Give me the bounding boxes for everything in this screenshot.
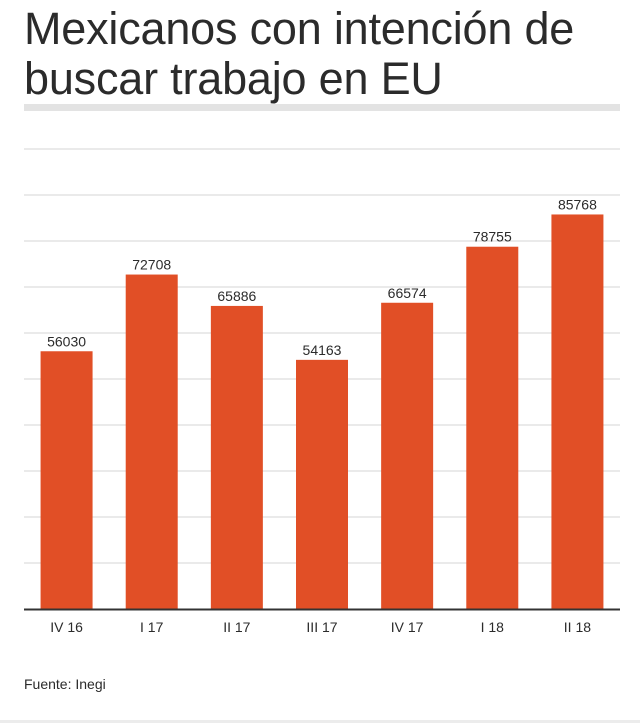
x-tick-label: I 17 (140, 619, 164, 635)
data-label: 54163 (303, 342, 342, 358)
bar (381, 302, 434, 609)
bars (40, 214, 604, 609)
data-label: 56030 (47, 333, 86, 349)
x-tick-label: II 18 (564, 619, 591, 635)
x-tick-label: I 18 (481, 619, 505, 635)
data-label: 78755 (473, 229, 512, 245)
title-divider (24, 104, 620, 111)
x-tick-label: III 17 (306, 619, 337, 635)
x-tick-label: IV 17 (391, 619, 424, 635)
data-label: 65886 (217, 288, 256, 304)
bar-chart: 56030 72708 65886 54163 66574 78755 85768 IV 1… (24, 148, 620, 635)
x-tick-labels: IV 16 I 17 II 17 III 17 IV 17 I 18 II 18 (50, 619, 591, 635)
x-tick-label: IV 16 (50, 619, 83, 635)
bar (210, 305, 263, 609)
chart-title: Mexicanos con intención de buscar trabaj… (24, 3, 575, 104)
bar (125, 274, 178, 609)
bar (296, 359, 348, 609)
data-label: 85768 (558, 196, 597, 212)
source-note: Fuente: Inegi (24, 676, 106, 692)
bottom-divider (0, 720, 640, 723)
data-label: 72708 (132, 257, 171, 273)
data-labels: 56030 72708 65886 54163 66574 78755 85768 (47, 196, 597, 357)
data-label: 66574 (388, 285, 427, 301)
bar (551, 214, 604, 609)
bar (466, 246, 519, 609)
bar (40, 351, 93, 609)
x-tick-label: II 17 (223, 619, 250, 635)
